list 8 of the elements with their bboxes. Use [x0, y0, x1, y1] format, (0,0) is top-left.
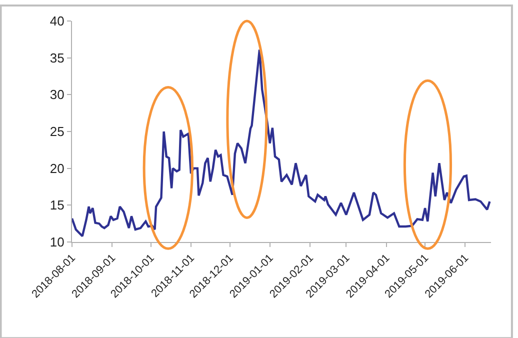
- y-tick-label: 30: [50, 87, 64, 102]
- line-series: [72, 48, 491, 238]
- y-tick-label: 15: [50, 198, 64, 213]
- y-tick-label: 40: [50, 14, 64, 29]
- y-tick-label: 35: [50, 50, 64, 66]
- y-tick-label: 20: [50, 160, 64, 176]
- y-tick-label: 25: [50, 124, 64, 140]
- y-tick-label: 10: [50, 234, 64, 250]
